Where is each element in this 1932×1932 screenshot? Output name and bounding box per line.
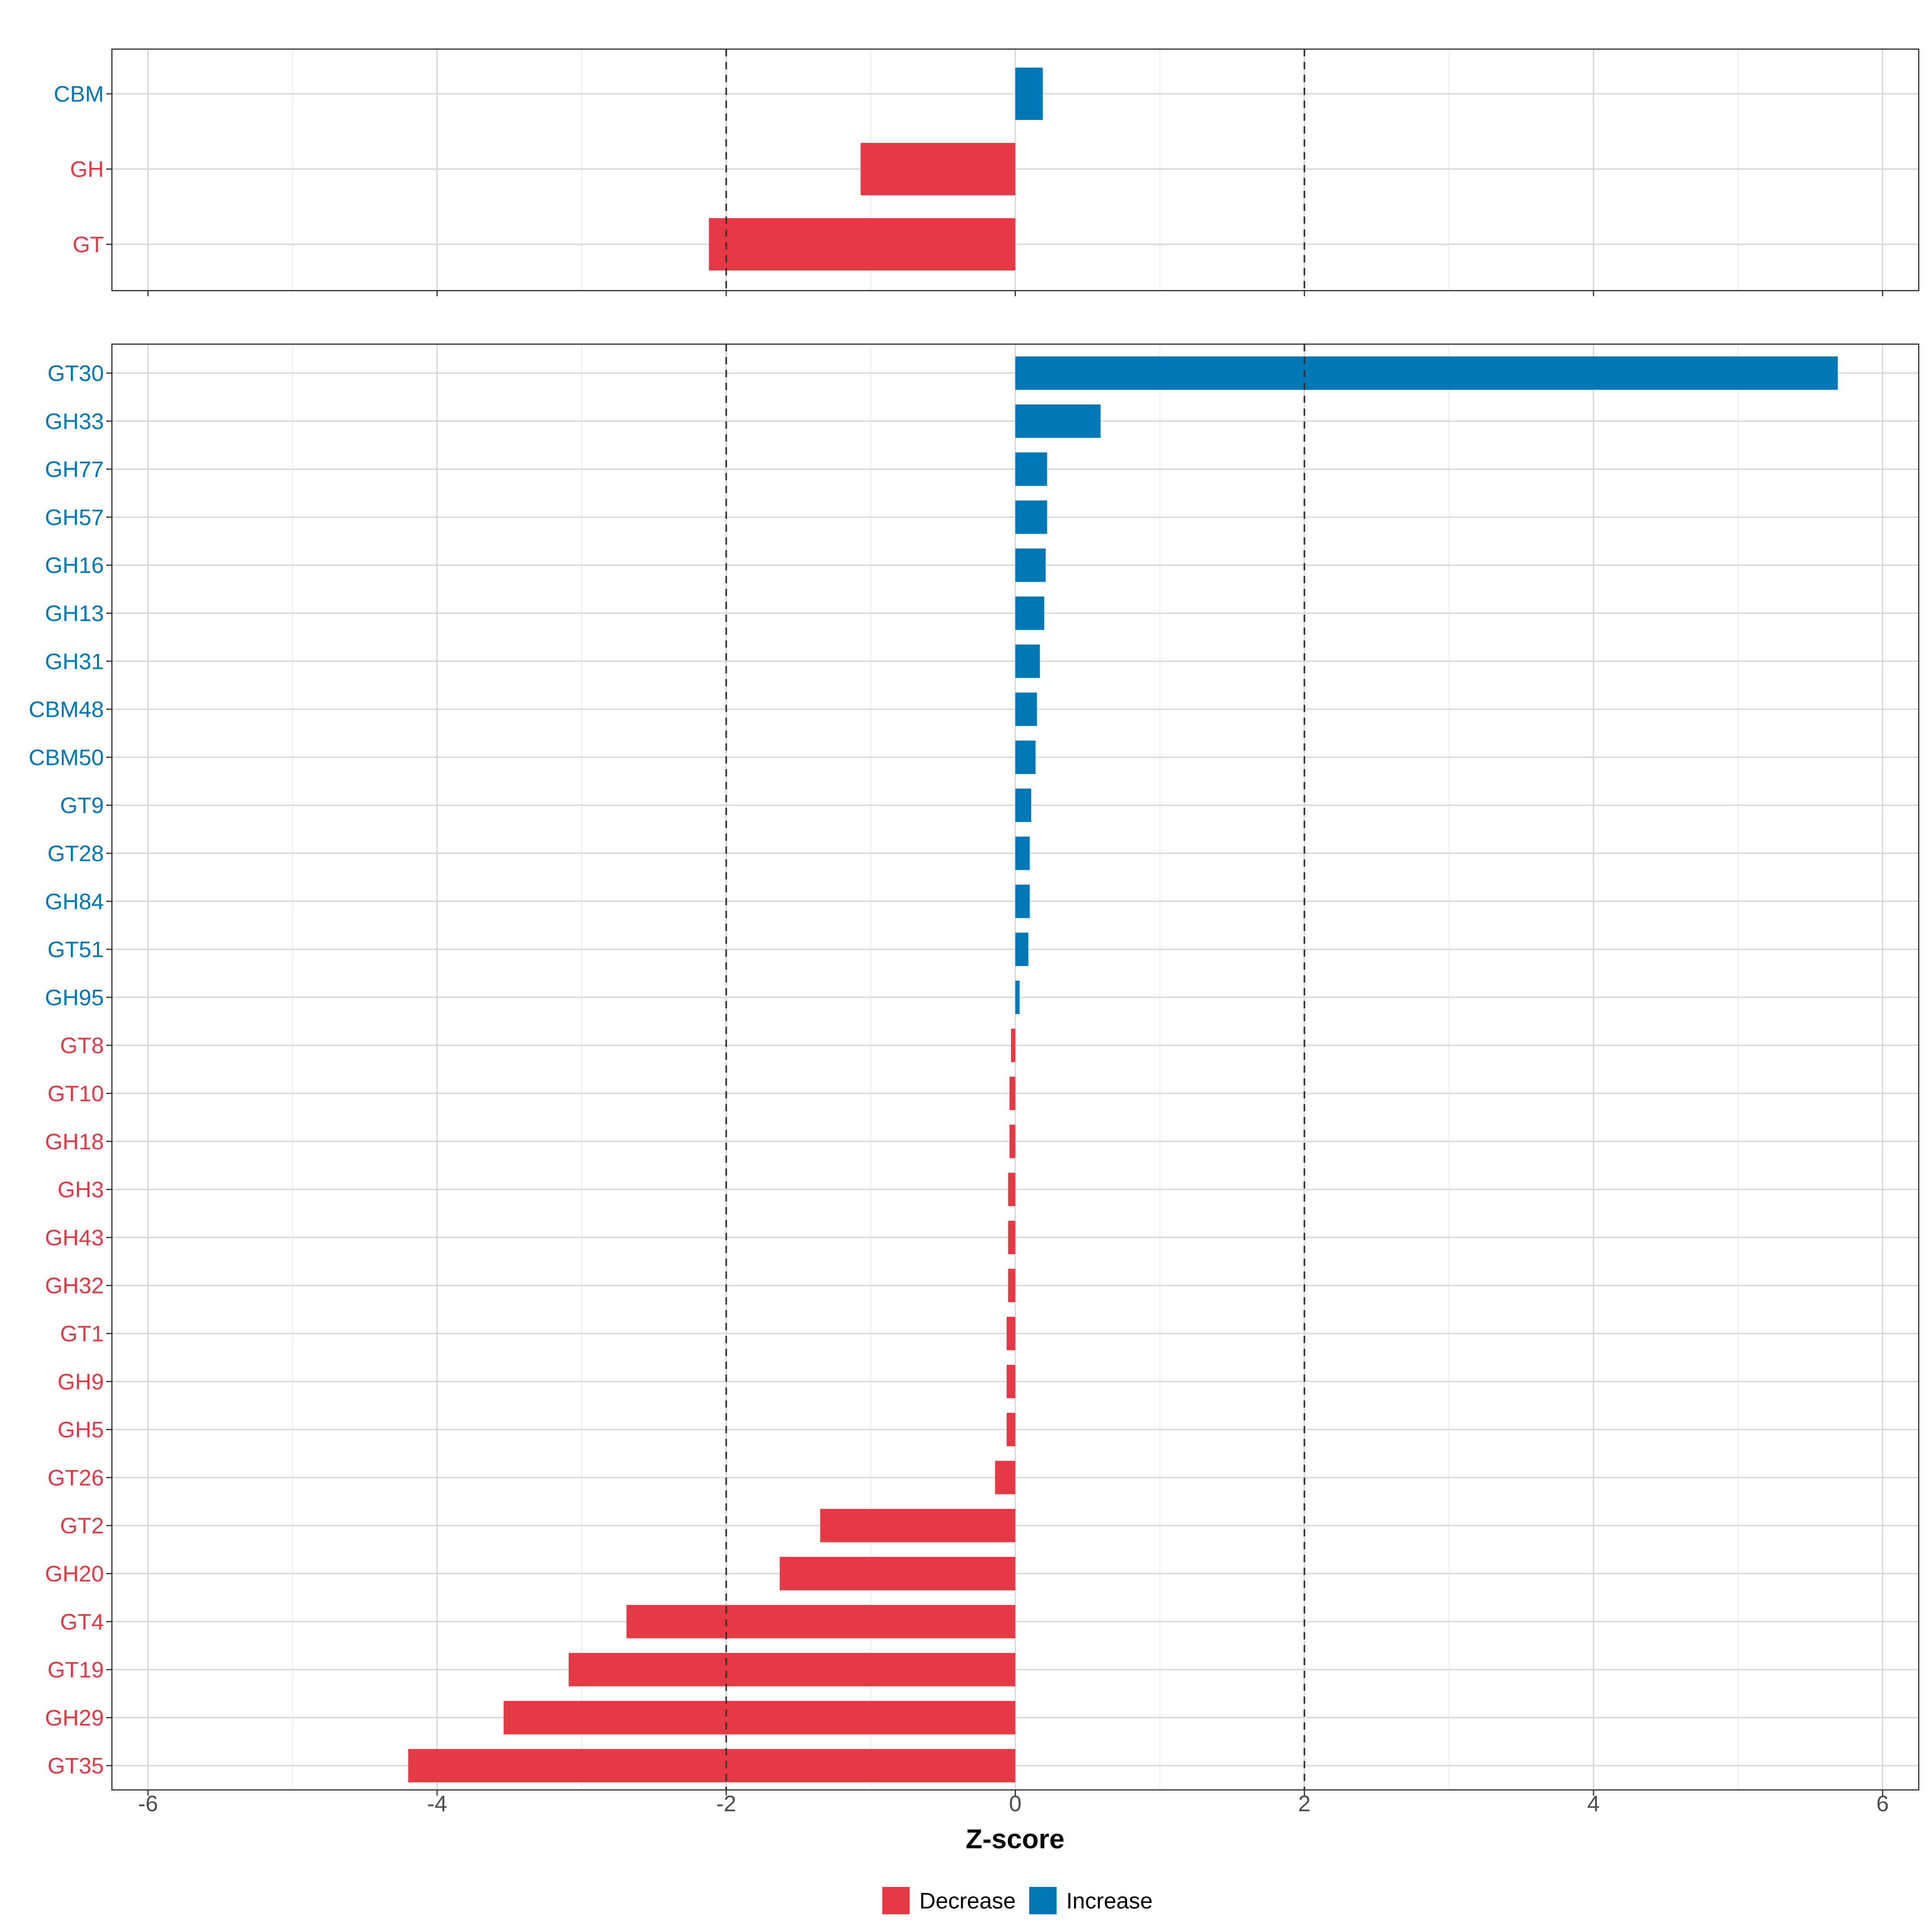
bar-gh16 (1015, 548, 1046, 582)
bar-gh (861, 143, 1016, 195)
legend-swatch-increase (1029, 1887, 1057, 1914)
bar-gh13 (1015, 597, 1044, 630)
bar-gh5 (1006, 1413, 1016, 1447)
x-tick-label: 2 (1298, 1791, 1311, 1816)
bar-gh95 (1015, 980, 1020, 1014)
category-label-gt19: GT19 (47, 1657, 104, 1682)
bar-gt26 (995, 1461, 1016, 1494)
x-axis: -6 -4 -2 0 2 4 6 (138, 1791, 1889, 1816)
panel-classes: CBM GH GT (54, 48, 1920, 296)
category-label-gh95: GH95 (45, 985, 104, 1010)
bar-gt2 (820, 1509, 1016, 1542)
bar-gt51 (1015, 933, 1028, 966)
category-label-gh57: GH57 (45, 504, 104, 530)
category-label-gh18: GH18 (45, 1129, 104, 1154)
bar-gh29 (504, 1701, 1016, 1734)
bar-gh57 (1015, 500, 1047, 534)
category-label-gh20: GH20 (45, 1561, 104, 1586)
x-tick-label: 0 (1009, 1791, 1022, 1816)
bar-gh32 (1008, 1269, 1016, 1302)
bar-gt28 (1015, 836, 1030, 870)
bar-gt (709, 218, 1016, 270)
category-label-gt2: GT2 (60, 1513, 104, 1538)
bar-gh3 (1008, 1172, 1016, 1206)
bar-gt1 (1006, 1317, 1016, 1350)
category-label-cbm50: CBM50 (29, 745, 104, 770)
legend-label-increase: Increase (1066, 1888, 1153, 1913)
x-tick-label: -2 (716, 1791, 736, 1816)
bar-gt8 (1011, 1028, 1016, 1062)
legend: Decrease Increase (882, 1887, 1153, 1914)
category-label-gh31: GH31 (45, 648, 104, 674)
bar-cbm50 (1015, 740, 1036, 774)
category-label-gt51: GT51 (47, 937, 104, 962)
legend-swatch-decrease (882, 1887, 910, 1914)
category-label-gh33: GH33 (45, 409, 104, 434)
bar-gt30 (1015, 356, 1838, 390)
category-label-gt1: GT1 (60, 1321, 104, 1346)
category-label-gt26: GT26 (47, 1465, 104, 1490)
panel-families: GT30 GH33 GH77 GH57 GH16 GH13 GH31 CBM48 CBM50 GT… (29, 343, 1920, 1796)
bar-gh31 (1015, 644, 1040, 678)
category-label-gt8: GT8 (60, 1033, 104, 1058)
category-label-gt28: GT28 (47, 841, 104, 866)
bar-gh84 (1015, 884, 1030, 918)
x-tick-label: -6 (138, 1791, 158, 1816)
bar-cbm (1015, 68, 1043, 120)
bar-gh33 (1015, 404, 1101, 438)
category-label-gh43: GH43 (45, 1225, 104, 1250)
category-label-gt30: GT30 (47, 361, 104, 386)
category-label-gh77: GH77 (45, 456, 104, 482)
category-label-gh: GH (70, 157, 104, 182)
bar-gh18 (1009, 1125, 1016, 1158)
bar-gt4 (626, 1605, 1016, 1639)
bar-gh43 (1008, 1220, 1016, 1254)
bar-gt10 (1009, 1077, 1016, 1110)
category-label-gt10: GT10 (47, 1081, 104, 1106)
category-label-gh29: GH29 (45, 1705, 104, 1730)
bar-cbm48 (1015, 692, 1037, 726)
category-label-gt9: GT9 (60, 793, 104, 818)
category-label-gh13: GH13 (45, 601, 104, 626)
category-label-gt35: GT35 (47, 1753, 104, 1778)
bar-gh20 (780, 1557, 1016, 1590)
x-tick-label: 6 (1876, 1791, 1889, 1816)
bar-gt19 (568, 1653, 1016, 1686)
bar-gh9 (1006, 1364, 1016, 1398)
category-label-gt4: GT4 (60, 1609, 104, 1634)
bar-gt35 (408, 1749, 1016, 1783)
bar-gt9 (1015, 788, 1032, 822)
category-label-cbm48: CBM48 (29, 697, 104, 722)
category-label-cbm: CBM (54, 81, 104, 107)
category-label-gt: GT (72, 232, 104, 257)
x-axis-title: Z-score (966, 1824, 1065, 1854)
category-label-gh3: GH3 (58, 1177, 104, 1202)
category-label-gh16: GH16 (45, 553, 104, 578)
x-tick-label: -4 (427, 1791, 447, 1816)
x-tick-label: 4 (1587, 1791, 1600, 1816)
category-label-gh5: GH5 (58, 1417, 104, 1442)
legend-label-decrease: Decrease (919, 1888, 1016, 1913)
category-label-gh9: GH9 (58, 1369, 104, 1394)
category-label-gh84: GH84 (45, 889, 104, 914)
bar-gh77 (1015, 452, 1047, 486)
category-label-gh32: GH32 (45, 1273, 104, 1298)
